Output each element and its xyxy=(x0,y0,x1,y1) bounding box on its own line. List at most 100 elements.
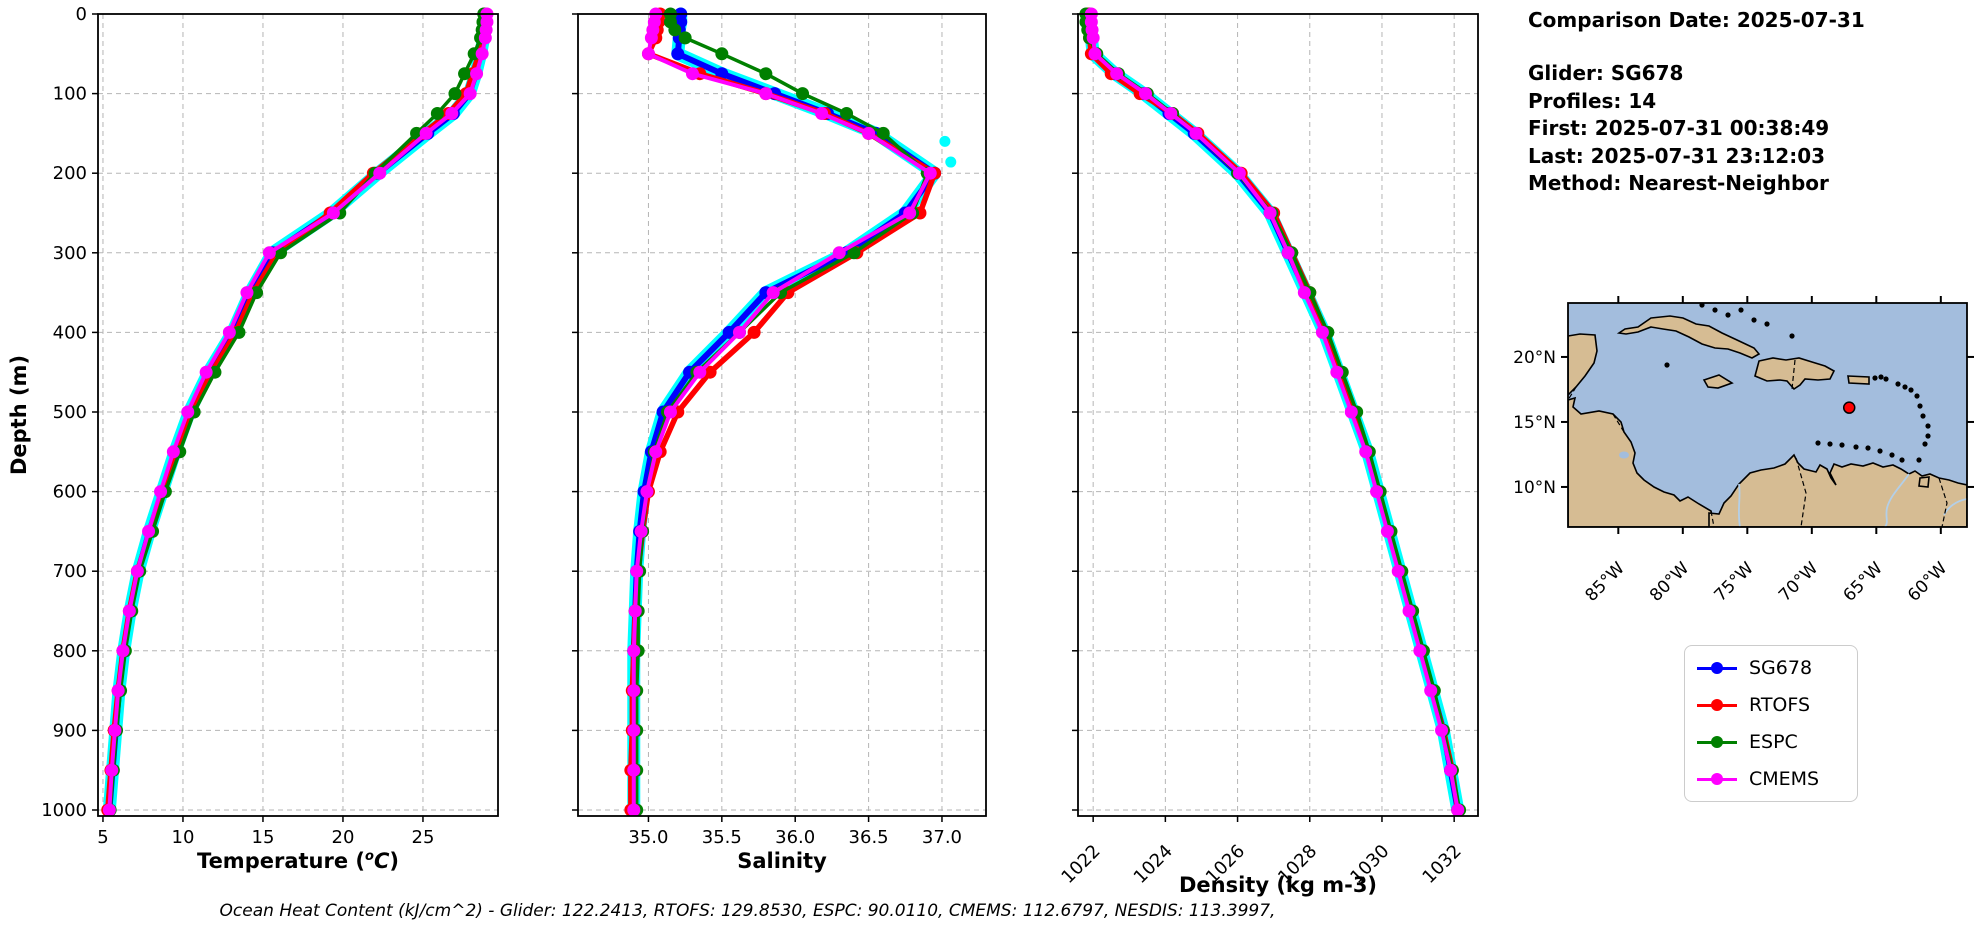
panel-salinity: 35.0 35.5 36.0 36.5 37.0 Salinity xyxy=(572,7,987,873)
series-marker-CMEMS xyxy=(475,47,489,61)
y-tick-label: 500 xyxy=(53,402,87,423)
series-marker-ESPC xyxy=(715,47,729,61)
small-island-dot xyxy=(1764,321,1770,327)
map-inset: 85°W 80°W 75°W 70°W 65°W 60°W 20°N 15°N 10°N xyxy=(1513,296,1974,606)
series-marker-CMEMS xyxy=(445,107,459,120)
small-island-dot xyxy=(1815,440,1821,446)
series-marker-RTOFS xyxy=(747,325,761,339)
series-marker-CMEMS xyxy=(627,803,641,817)
series-marker-CMEMS xyxy=(1315,325,1329,339)
map-y-tick-label: 20°N xyxy=(1513,348,1556,368)
series-marker-RTOFS xyxy=(703,365,717,379)
series-marker-ESPC xyxy=(847,246,861,260)
border-colombia-venezuela xyxy=(1795,457,1807,527)
legend-item-cmems: CMEMS xyxy=(1697,767,1843,791)
y-axis-title: Depth (m) xyxy=(7,355,31,475)
map-x-tick-label: 80°W xyxy=(1646,558,1693,605)
x-tick-label: 5 xyxy=(97,827,108,848)
small-island-dot xyxy=(1908,387,1914,393)
legend-sample-rtofs xyxy=(1697,698,1737,712)
series-marker-CMEMS xyxy=(1435,723,1449,737)
small-island-dot xyxy=(1917,403,1923,409)
info-profiles: Profiles: 14 xyxy=(1528,88,1657,113)
series-marker-CMEMS xyxy=(1380,524,1394,538)
map-frame xyxy=(1567,302,1968,528)
series-marker-CMEMS xyxy=(1110,67,1124,81)
legend-sample-cmems xyxy=(1697,772,1737,786)
map-x-tick-label: 65°W xyxy=(1840,558,1887,605)
series-marker-CMEMS xyxy=(478,31,492,45)
legend-sample-espc xyxy=(1697,735,1737,749)
series-marker-CMEMS xyxy=(1088,47,1102,61)
x-axis-title: Density (kg m-3) xyxy=(1179,873,1377,897)
y-tick-label: 200 xyxy=(53,163,87,184)
border-guatemala xyxy=(1568,386,1577,401)
small-island-dot xyxy=(1877,448,1883,454)
small-island-dot xyxy=(1839,442,1845,448)
x-tick-label: 35.0 xyxy=(628,827,668,848)
y-tick-label: 700 xyxy=(53,561,87,582)
axes-spines xyxy=(577,13,987,817)
y-tick-label: 300 xyxy=(53,243,87,264)
series-marker-CMEMS xyxy=(862,126,876,140)
small-island-dot xyxy=(1699,303,1705,308)
x-tick-label: 15 xyxy=(252,827,275,848)
legend-sample-sg678 xyxy=(1697,661,1737,675)
series-marker-CMEMS xyxy=(759,87,773,101)
legend-label: ESPC xyxy=(1749,731,1798,753)
legend-dot-icon xyxy=(1711,773,1723,785)
y-tick-label: 800 xyxy=(53,641,87,662)
small-island-dot xyxy=(1895,381,1901,387)
info-glider: Glider: SG678 xyxy=(1528,61,1684,85)
series-line-ESPC xyxy=(634,14,930,810)
series-marker-CMEMS xyxy=(419,126,433,140)
series-marker-CMEMS xyxy=(627,644,641,658)
series-marker-ESPC xyxy=(759,67,773,81)
series-marker-CMEMS xyxy=(903,206,917,220)
land-hispaniola xyxy=(1754,357,1836,391)
series-marker-CMEMS xyxy=(732,325,746,339)
land-central-america xyxy=(1568,396,1715,527)
series-marker-CMEMS xyxy=(470,67,484,81)
series-marker-CMEMS xyxy=(627,723,641,737)
profile-panels-svg: 5 10 15 20 25 0 100 200 300 400 500 600 700 800 900 100… xyxy=(7,4,1479,897)
series-marker-CMEMS xyxy=(1232,166,1246,180)
x-tick-label: 1022 xyxy=(1057,841,1104,888)
series-marker-CMEMS xyxy=(1086,31,1100,45)
small-island-dot xyxy=(1902,384,1908,390)
y-tick-label: 1000 xyxy=(41,800,87,821)
axes-spines xyxy=(97,13,499,817)
series-marker-ESPC xyxy=(668,23,682,37)
series-marker-CMEMS xyxy=(326,206,340,220)
series-marker-CMEMS xyxy=(1164,107,1178,120)
x-tick-label: 35.5 xyxy=(702,827,742,848)
x-tick-label: 36.5 xyxy=(849,827,889,848)
border-nicaragua xyxy=(1612,413,1625,433)
small-island-dot xyxy=(1738,307,1744,313)
series-marker-CMEMS xyxy=(627,763,641,777)
x-tick-label: 25 xyxy=(412,827,435,848)
small-island-dot xyxy=(1925,433,1931,439)
land-yucatan xyxy=(1568,333,1598,397)
x-tick-label: 20 xyxy=(332,827,355,848)
series-marker-CMEMS xyxy=(1402,604,1416,618)
small-island-dot xyxy=(1872,375,1878,381)
lake-nicaragua xyxy=(1619,451,1629,459)
legend-item-rtofs: RTOFS xyxy=(1697,693,1843,717)
info-first-time: First: 2025-07-31 00:38:49 xyxy=(1528,116,1830,140)
river-magdalena xyxy=(1737,483,1741,527)
info-block: Comparison Date: 2025-07-31 Glider: SG67… xyxy=(1528,8,1865,198)
map-x-tick-label: 60°W xyxy=(1904,558,1951,605)
series-marker-CMEMS xyxy=(1391,564,1405,578)
legend-label: RTOFS xyxy=(1749,694,1811,716)
series-marker-CMEMS xyxy=(1297,286,1311,300)
legend-dot-icon xyxy=(1711,699,1723,711)
series-marker-CMEMS xyxy=(1444,763,1458,777)
small-island-dot xyxy=(1878,374,1884,380)
border-haiti-dr xyxy=(1791,359,1796,390)
series-marker-CMEMS xyxy=(1359,445,1373,459)
border-panama-colombia xyxy=(1710,510,1715,527)
series-marker-CMEMS xyxy=(199,365,213,379)
legend-label: SG678 xyxy=(1749,657,1813,679)
glider-position-marker xyxy=(1842,401,1856,414)
